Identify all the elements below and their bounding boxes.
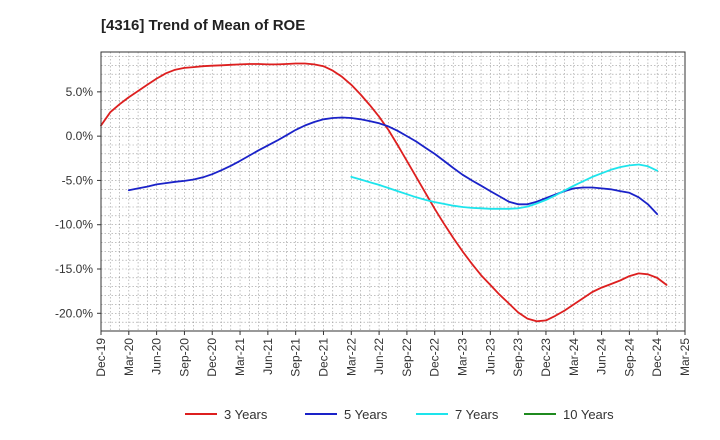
x-tick-label: Sep-20 — [177, 338, 191, 377]
x-tick-label: Dec-19 — [94, 338, 108, 377]
series-line-3-years — [100, 62, 668, 323]
x-tick-label: Dec-22 — [428, 338, 442, 377]
plot-frame — [100, 51, 686, 332]
x-tick-label: Dec-21 — [316, 338, 330, 377]
series-line-5-years — [127, 116, 659, 216]
y-tick-label: -15.0% — [55, 262, 93, 276]
x-tick-label: Jun-21 — [261, 338, 275, 375]
y-tick-label: -20.0% — [55, 306, 93, 320]
x-tick-label: Mar-24 — [567, 338, 581, 376]
x-tick-label: Mar-22 — [344, 338, 358, 376]
x-tick-label: Jun-20 — [150, 338, 164, 375]
legend-label: 3 Years — [224, 407, 268, 422]
x-axis-ticks: Dec-19 Mar-20 Jun-20 Sep-20 Dec-20 Mar-21 Jun-… — [94, 331, 692, 377]
y-tick-label: 0.0% — [66, 129, 94, 143]
x-tick-label: Jun-23 — [483, 338, 497, 375]
legend: 3 Years 5 Years 7 Years 10 Years — [185, 407, 614, 422]
x-tick-label: Sep-24 — [622, 338, 636, 377]
x-tick-label: Sep-22 — [400, 338, 414, 377]
y-tick-label: -10.0% — [55, 218, 93, 232]
chart-title: [4316] Trend of Mean of ROE — [101, 17, 305, 34]
series-layer — [100, 62, 668, 323]
x-tick-label: Mar-25 — [678, 338, 692, 376]
x-tick-label: Jun-22 — [372, 338, 386, 375]
series-line-7-years — [350, 163, 659, 210]
x-tick-label: Dec-23 — [539, 338, 553, 377]
x-tick-label: Mar-20 — [122, 338, 136, 376]
x-tick-label: Dec-20 — [205, 338, 219, 377]
x-tick-label: Mar-21 — [233, 338, 247, 376]
x-tick-label: Dec-24 — [650, 338, 664, 377]
x-tick-label: Sep-23 — [511, 338, 525, 377]
legend-label: 5 Years — [344, 407, 388, 422]
legend-label: 7 Years — [455, 407, 499, 422]
x-tick-label: Mar-23 — [456, 338, 470, 376]
legend-label: 10 Years — [563, 407, 614, 422]
grid-layer — [100, 52, 686, 332]
x-tick-label: Jun-24 — [595, 338, 609, 375]
y-tick-label: -5.0% — [62, 173, 94, 187]
x-tick-label: Sep-21 — [289, 338, 303, 377]
y-tick-label: 5.0% — [66, 85, 94, 99]
y-axis-ticks: 5.0% 0.0% -5.0% -10.0% -15.0% -20.0% — [55, 85, 101, 320]
